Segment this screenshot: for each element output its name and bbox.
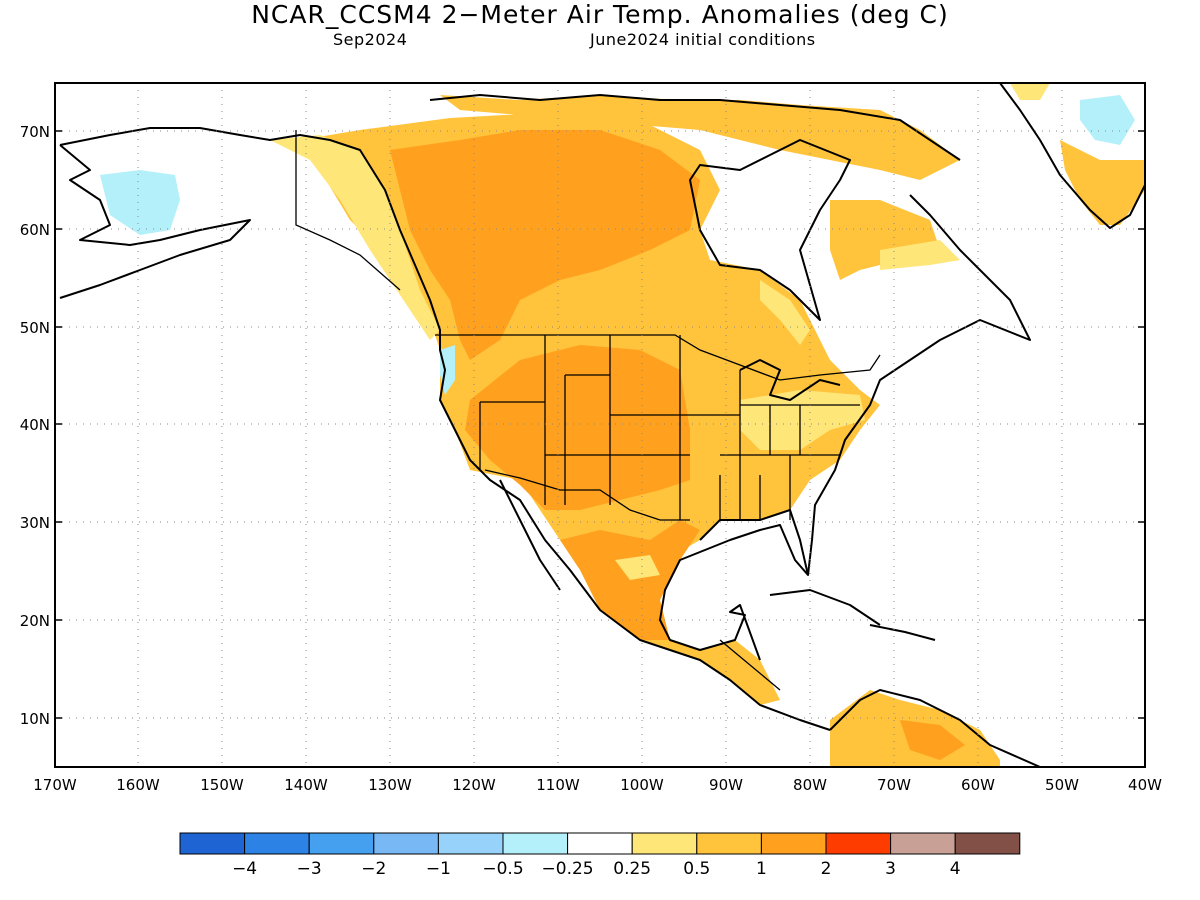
colorbar-swatch <box>954 832 1021 855</box>
coastline-greenland <box>999 83 1145 229</box>
lat-label: 70N <box>20 123 50 141</box>
lon-label: 120W <box>452 776 496 794</box>
lat-label: 40N <box>20 416 50 434</box>
colorbar-label: 2 <box>821 859 832 879</box>
lat-label: 20N <box>20 612 50 630</box>
border-us-mexico <box>484 469 690 521</box>
lon-label: 60W <box>961 776 995 794</box>
anomaly-region-west-us <box>465 345 690 510</box>
map-plot-area <box>55 83 1145 767</box>
lat-label: 10N <box>20 710 50 728</box>
border-states-east <box>680 370 860 520</box>
border-us-canada <box>435 334 881 381</box>
lon-label: 100W <box>620 776 664 794</box>
anomaly-region-alaska-yellow <box>270 135 440 340</box>
border-mexico-central <box>719 639 781 691</box>
map-frame <box>54 82 1146 768</box>
lon-label: 160W <box>116 776 160 794</box>
colorbar-label: 0.5 <box>683 859 710 879</box>
colorbar-swatch <box>308 832 375 855</box>
colorbar-label: −4 <box>232 859 257 879</box>
lon-label: 50W <box>1045 776 1079 794</box>
coastline-layer <box>59 83 1145 767</box>
colorbar-swatch <box>373 832 439 855</box>
anomaly-region-greenland-yellow <box>1010 83 1050 100</box>
coastline-great-lakes <box>739 359 841 401</box>
lon-label: 90W <box>709 776 743 794</box>
colorbar-label: 4 <box>950 859 961 879</box>
colorbar-label: −2 <box>361 859 386 879</box>
coastline-hudson-bay <box>689 139 851 321</box>
anomaly-region-alaska-blue <box>100 170 180 235</box>
coastline-hispaniola <box>869 624 936 641</box>
anomaly-region-greenland <box>1060 140 1145 225</box>
anomaly-region-labrador <box>830 200 940 280</box>
anomaly-field-layer <box>100 83 1145 767</box>
colorbar-swatch <box>825 832 892 855</box>
border-alaska-canada <box>295 130 401 291</box>
lon-label: 80W <box>793 776 827 794</box>
lat-label: 30N <box>20 514 50 532</box>
lon-label: 140W <box>284 776 328 794</box>
lat-label: 60N <box>20 221 50 239</box>
anomaly-region-labrador-yellow <box>880 240 960 270</box>
initial-conditions-label: June2024 initial conditions <box>590 30 816 49</box>
valid-month-label: Sep2024 <box>333 30 408 49</box>
colorbar-label: 1 <box>756 859 767 879</box>
coastline-south-america <box>829 689 1041 767</box>
axis-ticks <box>55 130 1145 719</box>
coastline-baja <box>499 479 561 591</box>
colorbar-label: 3 <box>885 859 896 879</box>
lon-label: 130W <box>368 776 412 794</box>
colorbar-swatch <box>696 832 762 855</box>
lon-label: 170W <box>33 776 77 794</box>
latitude-labels: 70N 60N 50N 40N 30N 20N 10N <box>20 123 50 728</box>
colorbar-swatch <box>760 832 827 855</box>
longitude-labels: 170W 160W 150W 140W 130W 120W 110W 100W … <box>33 776 1162 794</box>
lon-label: 70W <box>877 776 911 794</box>
colorbar-swatch <box>179 832 246 855</box>
colorbar-swatch <box>244 832 310 855</box>
colorbar-swatch <box>437 832 504 855</box>
coastline-gulf <box>659 509 809 661</box>
coastline-east <box>807 194 1031 576</box>
colorbar-swatch <box>502 832 569 855</box>
anomaly-region-greenland-blue <box>1080 95 1135 145</box>
political-boundaries <box>295 130 881 691</box>
colorbar-swatch <box>890 832 956 855</box>
colorbar-label: −0.25 <box>542 859 594 879</box>
lon-label: 150W <box>200 776 244 794</box>
colorbar-label: 0.25 <box>613 859 651 879</box>
anomaly-region-south-america-dark <box>900 720 965 760</box>
colorbar-swatch <box>567 832 633 855</box>
colorbar-label: −1 <box>426 859 451 879</box>
border-states-mountain <box>479 335 690 520</box>
lon-label: 40W <box>1128 776 1162 794</box>
coastline-alaska-west <box>59 144 251 299</box>
lon-label: 110W <box>536 776 580 794</box>
colorbar-label: −0.5 <box>482 859 523 879</box>
colorbar-swatch <box>631 832 698 855</box>
anomaly-region-na-core <box>390 130 700 360</box>
colorbar-label: −3 <box>297 859 322 879</box>
lat-label: 50N <box>20 319 50 337</box>
coastline-arctic <box>429 94 961 161</box>
colorbar: −4 −3 −2 −1 −0.5 −0.25 0.25 0.5 1 2 3 4 <box>179 832 1021 879</box>
coastline-alaska <box>59 127 831 731</box>
coastline-cuba <box>769 589 881 626</box>
map-title: NCAR_CCSM4 2−Meter Air Temp. Anomalies (… <box>251 0 949 29</box>
anomaly-region-quebec-yellow <box>760 280 810 345</box>
anomaly-region-arctic-islands <box>440 95 960 180</box>
anomaly-region-mexico-yellow <box>615 555 660 580</box>
